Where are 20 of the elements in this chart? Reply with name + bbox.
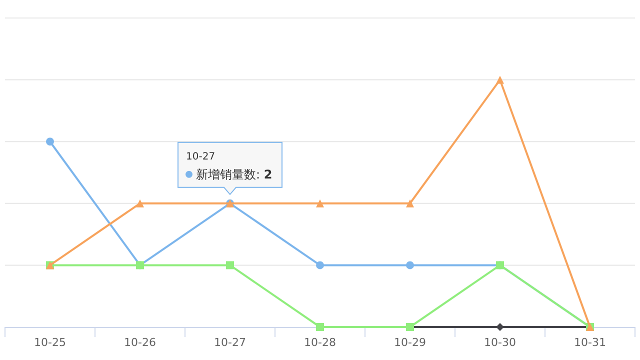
point — [406, 261, 414, 270]
point — [46, 138, 54, 146]
point — [136, 199, 144, 208]
x-tick-label: 10-31 — [574, 336, 606, 349]
x-tick-label: 10-26 — [124, 336, 156, 349]
tooltip: 10-27 新增销量数: 2 — [178, 142, 282, 196]
point — [226, 261, 234, 270]
annotation: 10-27 — [186, 151, 216, 162]
point — [406, 199, 414, 208]
point — [496, 323, 504, 331]
point — [316, 261, 324, 270]
point — [496, 76, 504, 84]
x-tick-label: 10-27 — [214, 336, 246, 349]
point — [316, 323, 324, 331]
x-tick-label: 10-30 — [484, 336, 516, 349]
annotation: 新增销量数: 2 — [196, 167, 272, 182]
x-tick-label: 10-29 — [394, 336, 426, 349]
point — [316, 199, 324, 208]
x-tick-label: 10-25 — [34, 336, 66, 349]
x-tick-label: 10-28 — [304, 336, 336, 349]
